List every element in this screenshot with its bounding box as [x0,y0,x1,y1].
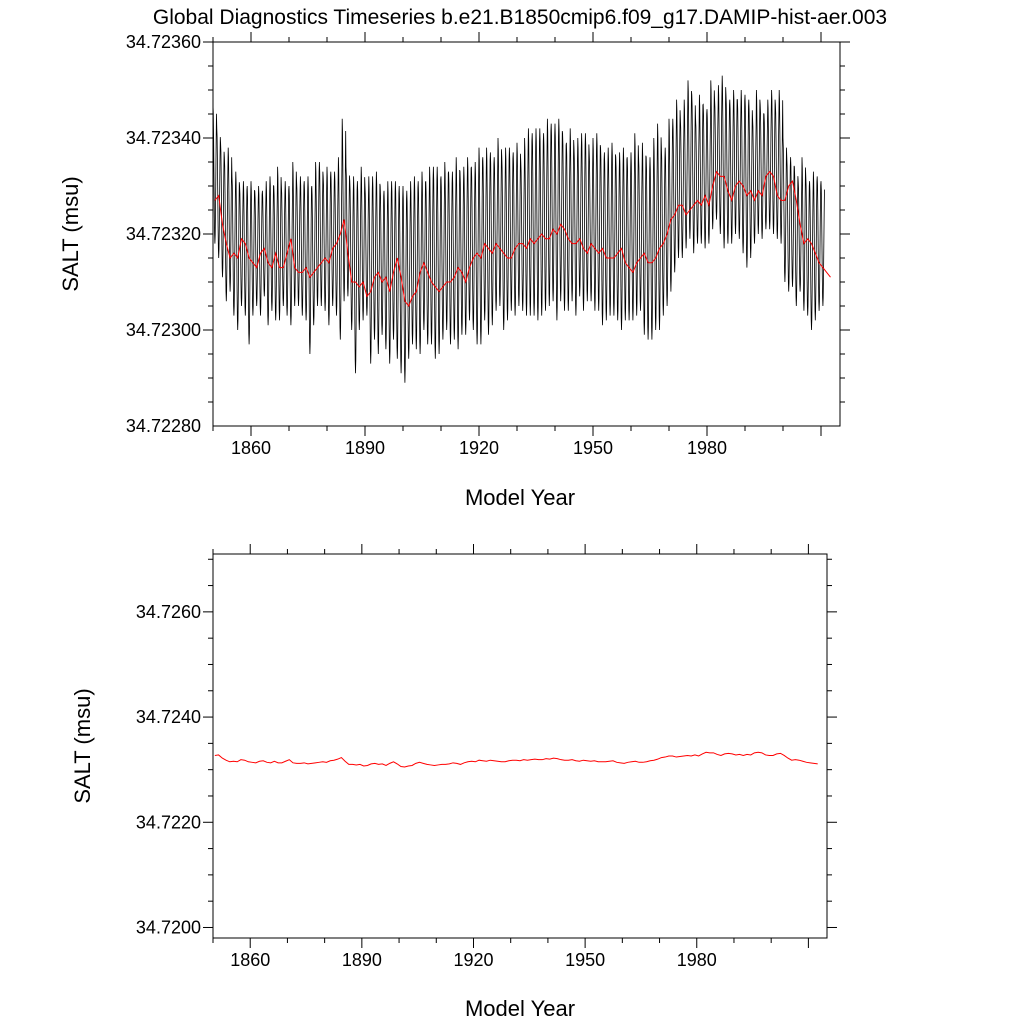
lower-annual-series [214,751,818,768]
lower-x-tick-label: 1860 [230,950,270,970]
lower-x-tick-label: 1950 [565,950,605,970]
upper-y-tick-label: 34.72320 [126,224,201,244]
p1-annual-mean-line [214,751,818,768]
lower-y-tick-label: 34.7240 [136,707,201,727]
upper-panel: 1860 1890 1920 1950 1980 34.72280 34.723… [58,32,850,510]
upper-x-tick-label: 1950 [573,438,613,458]
upper-x-tick-label: 1860 [231,438,271,458]
p0-annual-mean-line [214,170,831,307]
upper-axis-ticks [203,32,850,436]
lower-y-tick-label: 34.7260 [136,602,201,622]
upper-x-tick-labels: 1860 1890 1920 1950 1980 [231,438,727,458]
lower-x-axis-label: Model Year [465,996,575,1021]
lower-y-tick-label: 34.7220 [136,812,201,832]
upper-y-tick-labels: 34.72280 34.72300 34.72320 34.72340 34.7… [126,32,201,436]
upper-x-tick-label: 1890 [345,438,385,458]
lower-x-tick-label: 1980 [677,950,717,970]
upper-x-axis-label: Model Year [465,485,575,510]
upper-y-tick-label: 34.72360 [126,32,201,52]
lower-x-tick-labels: 1860 1890 1920 1950 1980 [230,950,717,970]
lower-y-axis-label: SALT (msu) [70,688,95,803]
lower-y-tick-label: 34.7200 [136,917,201,937]
upper-annual-series [214,170,831,307]
lower-x-tick-label: 1890 [342,950,382,970]
lower-axis-ticks [203,544,837,948]
upper-y-axis-label: SALT (msu) [58,176,83,291]
lower-x-tick-label: 1920 [453,950,493,970]
upper-y-tick-label: 34.72300 [126,320,201,340]
upper-y-tick-label: 34.72340 [126,128,201,148]
lower-panel: 1860 1890 1920 1950 1980 34.7200 34.7220… [70,544,837,1021]
lower-plot-frame [212,553,828,939]
upper-x-tick-label: 1920 [459,438,499,458]
p0-monthly-line [212,75,825,383]
upper-y-tick-label: 34.72280 [126,416,201,436]
upper-monthly-series [212,75,825,383]
lower-y-tick-labels: 34.7200 34.7220 34.7240 34.7260 [136,602,201,938]
upper-x-tick-label: 1980 [687,438,727,458]
chart-title: Global Diagnostics Timeseries b.e21.B185… [153,6,887,29]
